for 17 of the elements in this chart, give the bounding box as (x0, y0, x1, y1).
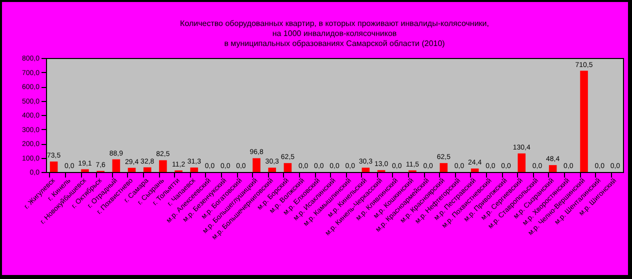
bar (81, 169, 89, 172)
bar (362, 168, 370, 172)
bar (252, 158, 260, 172)
bar (440, 163, 448, 172)
bar (518, 153, 526, 172)
bar (112, 159, 120, 172)
bar (143, 167, 152, 172)
bar (268, 168, 276, 172)
bar (50, 162, 58, 172)
bar (128, 168, 136, 172)
bar (159, 160, 167, 172)
bar (548, 165, 557, 172)
bar (284, 163, 292, 172)
bar (470, 168, 479, 172)
chart-title: Количество оборудованных квартир, в которых проживают инвалиды-колясочники, на 1000 инвалидов-колясочников в муниципальных образованиях Самарской области (2010) (180, 19, 489, 48)
bar (190, 168, 198, 172)
bar (580, 70, 588, 172)
